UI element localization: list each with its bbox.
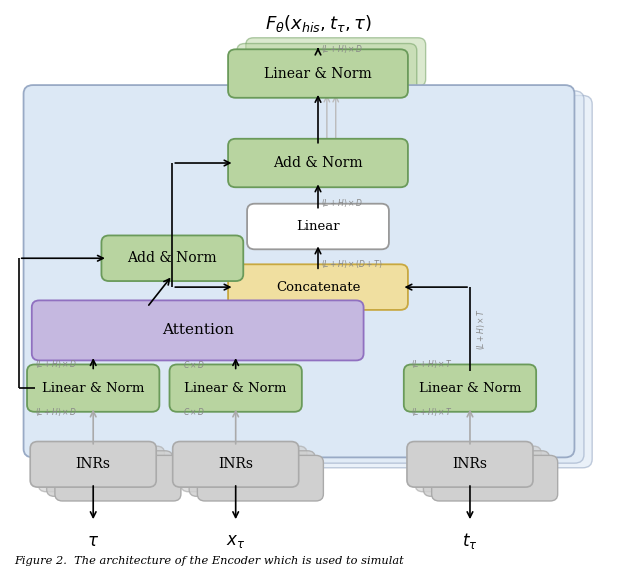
Text: INRs: INRs	[76, 457, 111, 472]
FancyBboxPatch shape	[38, 446, 165, 492]
Text: $(L+H)\times(D+T)$: $(L+H)\times(D+T)$	[321, 258, 383, 270]
Text: $(L+H)\times D$: $(L+H)\times D$	[34, 406, 77, 418]
Text: $\tau$: $\tau$	[87, 532, 99, 550]
FancyBboxPatch shape	[33, 91, 584, 463]
FancyBboxPatch shape	[170, 364, 302, 412]
Text: Add & Norm: Add & Norm	[128, 251, 217, 265]
FancyBboxPatch shape	[181, 446, 307, 492]
FancyBboxPatch shape	[415, 446, 541, 492]
FancyBboxPatch shape	[228, 49, 408, 98]
FancyBboxPatch shape	[404, 364, 536, 412]
FancyBboxPatch shape	[189, 451, 315, 496]
FancyBboxPatch shape	[407, 441, 533, 487]
FancyBboxPatch shape	[46, 451, 173, 496]
Text: $F_\theta(x_{his}, t_\tau, \tau)$: $F_\theta(x_{his}, t_\tau, \tau)$	[265, 13, 371, 34]
FancyBboxPatch shape	[101, 235, 244, 281]
FancyBboxPatch shape	[55, 455, 181, 501]
FancyBboxPatch shape	[228, 139, 408, 187]
Text: Linear & Norm: Linear & Norm	[264, 67, 372, 81]
Text: Concatenate: Concatenate	[276, 281, 360, 293]
Text: $C\times D$: $C\times D$	[183, 359, 205, 370]
Text: $(L+H)\times D$: $(L+H)\times D$	[321, 197, 363, 209]
Text: Linear & Norm: Linear & Norm	[42, 382, 144, 394]
FancyBboxPatch shape	[173, 441, 299, 487]
Text: Linear & Norm: Linear & Norm	[418, 382, 521, 394]
FancyBboxPatch shape	[247, 204, 389, 249]
Text: Linear & Norm: Linear & Norm	[184, 382, 287, 394]
Text: $t_\tau$: $t_\tau$	[462, 531, 478, 551]
Text: Add & Norm: Add & Norm	[273, 156, 363, 170]
Text: $C\times D$: $C\times D$	[183, 406, 205, 417]
Text: $(L+H)\times T$: $(L+H)\times T$	[475, 309, 487, 350]
FancyBboxPatch shape	[245, 38, 425, 86]
Text: Linear: Linear	[296, 220, 340, 233]
FancyBboxPatch shape	[197, 455, 323, 501]
Text: $(L+H)\times D$: $(L+H)\times D$	[34, 358, 77, 370]
Text: $(L+H)\times T$: $(L+H)\times T$	[411, 358, 453, 370]
Text: $x_\tau$: $x_\tau$	[226, 532, 245, 550]
FancyBboxPatch shape	[432, 455, 558, 501]
FancyBboxPatch shape	[41, 96, 592, 468]
Text: Figure 2.  The architecture of the Encoder which is used to simulat: Figure 2. The architecture of the Encode…	[14, 556, 404, 566]
Text: $(L+H)\times T$: $(L+H)\times T$	[411, 406, 453, 418]
Text: Attention: Attention	[162, 324, 233, 338]
FancyBboxPatch shape	[424, 451, 550, 496]
Text: INRs: INRs	[218, 457, 253, 472]
FancyBboxPatch shape	[27, 364, 160, 412]
FancyBboxPatch shape	[32, 300, 364, 360]
FancyBboxPatch shape	[237, 44, 417, 92]
FancyBboxPatch shape	[24, 85, 574, 458]
FancyBboxPatch shape	[30, 441, 156, 487]
Text: $(L+H)\times D$: $(L+H)\times D$	[321, 43, 363, 55]
Text: INRs: INRs	[452, 457, 487, 472]
FancyBboxPatch shape	[228, 264, 408, 310]
